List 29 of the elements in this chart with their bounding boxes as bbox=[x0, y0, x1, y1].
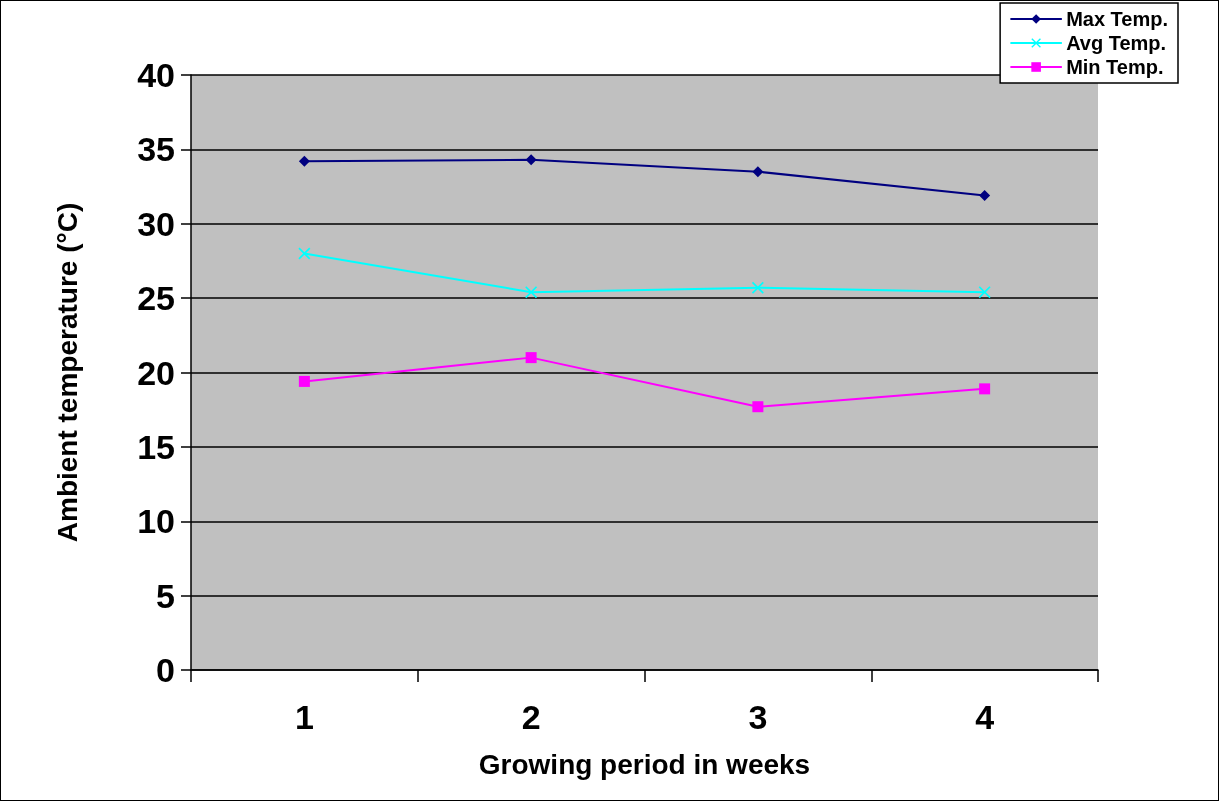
point bbox=[525, 352, 537, 364]
point bbox=[298, 375, 310, 387]
y-tick-label: 40 bbox=[137, 56, 175, 94]
y-axis-title: Ambient temperature (°C) bbox=[51, 202, 83, 543]
x-axis-title: Growing period in weeks bbox=[478, 748, 811, 780]
point bbox=[979, 189, 991, 201]
legend-label: Avg Temp. bbox=[1066, 32, 1167, 54]
point bbox=[525, 154, 537, 166]
point bbox=[525, 286, 538, 299]
y-tick-label: 15 bbox=[137, 427, 175, 466]
y-tick-label: 20 bbox=[137, 353, 175, 392]
point bbox=[298, 247, 311, 260]
point bbox=[979, 383, 991, 395]
legend-label: Min Temp. bbox=[1066, 56, 1164, 78]
y-tick-label: 35 bbox=[137, 130, 175, 169]
point bbox=[298, 155, 310, 167]
y-tick-label: 0 bbox=[156, 651, 175, 689]
y-tick-label: 30 bbox=[137, 204, 175, 243]
x-tick-label: 4 bbox=[975, 698, 995, 736]
legend-label: Max Temp. bbox=[1066, 8, 1168, 30]
point bbox=[752, 166, 764, 178]
y-tick-label: 5 bbox=[156, 576, 175, 615]
y-tick-label: 25 bbox=[137, 279, 175, 318]
x-tick-label: 3 bbox=[748, 698, 768, 736]
x-tick-label: 2 bbox=[521, 698, 541, 736]
point bbox=[751, 281, 764, 294]
point bbox=[752, 401, 764, 413]
x-tick-label: 1 bbox=[294, 698, 314, 736]
y-tick-label: 10 bbox=[137, 502, 175, 541]
